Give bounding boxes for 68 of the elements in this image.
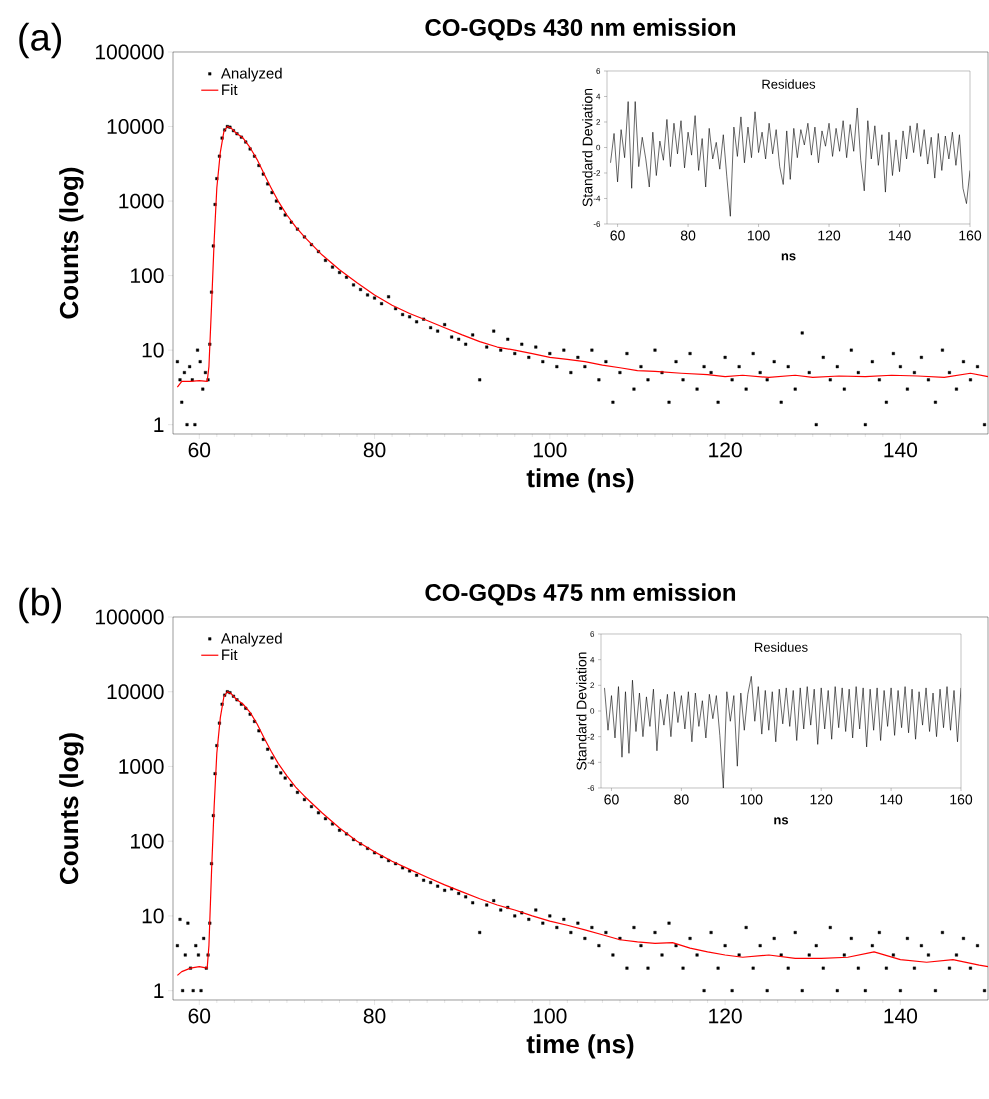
x-tick-label: 120 xyxy=(709,1008,742,1024)
x-tick-label: 120 xyxy=(810,794,833,805)
line-series xyxy=(604,676,962,788)
x-tick-label: 160 xyxy=(959,230,982,241)
y-tick-label: 6 xyxy=(590,631,595,637)
y-tick-label: 4 xyxy=(596,93,601,100)
y-tick-label: -4 xyxy=(587,759,595,766)
x-axis-title: ns xyxy=(781,253,796,261)
y-tick-label: 100 xyxy=(131,833,164,849)
x-axis-title: time (ns) xyxy=(526,468,634,493)
x-tick-label: 100 xyxy=(533,442,567,458)
y-tick-label: 0 xyxy=(596,144,601,151)
y-tick-label: 100000 xyxy=(95,44,164,60)
y-tick-label: 10000 xyxy=(107,119,164,134)
x-tick-label: 160 xyxy=(950,794,973,805)
text: Residues xyxy=(762,79,816,89)
y-tick-label: 2 xyxy=(590,682,595,689)
y-tick-label: -6 xyxy=(587,785,595,791)
y-tick-label: -4 xyxy=(593,195,601,202)
y-tick-label: 1 xyxy=(154,417,164,432)
chart-title: CO-GQDs 475 nm emission xyxy=(425,583,736,606)
x-tick-label: 100 xyxy=(533,1008,567,1024)
y-tick-label: 100000 xyxy=(95,609,164,625)
y-axis-title: Counts (log) xyxy=(59,167,84,319)
x-axis-title: time (ns) xyxy=(526,1034,634,1059)
text: (a) xyxy=(19,22,62,59)
legend-label: Fit xyxy=(222,84,238,95)
x-tick-label: 100 xyxy=(747,230,770,241)
x-tick-label: 60 xyxy=(188,1008,211,1024)
chart-title: CO-GQDs 430 nm emission xyxy=(425,18,736,41)
x-tick-label: 60 xyxy=(188,442,211,458)
y-tick-label: 6 xyxy=(596,68,601,74)
x-tick-label: 60 xyxy=(610,230,625,241)
y-tick-label: 4 xyxy=(590,656,595,663)
x-tick-label: 140 xyxy=(880,794,903,805)
x-tick-label: 140 xyxy=(888,230,911,241)
y-axis-title: Standard Deviation xyxy=(576,652,587,770)
text: Residues xyxy=(754,642,808,652)
x-tick-label: 60 xyxy=(604,794,619,805)
y-tick-label: -6 xyxy=(593,221,601,227)
line-series xyxy=(610,101,971,217)
x-axis-title: ns xyxy=(774,817,789,825)
legend-label: Analyzed xyxy=(220,67,282,82)
legend-label: Analyzed xyxy=(220,632,282,647)
y-tick-label: 1 xyxy=(154,983,164,998)
x-tick-label: 120 xyxy=(709,442,742,458)
x-tick-label: 80 xyxy=(363,442,386,458)
y-tick-label: 1000 xyxy=(119,759,164,774)
y-tick-label: 100 xyxy=(131,268,164,284)
text: (b) xyxy=(19,587,62,624)
x-tick-label: 140 xyxy=(884,1008,918,1024)
y-tick-label: 0 xyxy=(590,708,595,714)
y-tick-label: -2 xyxy=(587,733,595,740)
x-tick-label: 80 xyxy=(674,794,689,805)
y-axis-title: Counts (log) xyxy=(59,733,84,884)
x-tick-label: 80 xyxy=(680,230,696,241)
y-tick-label: -2 xyxy=(593,170,601,176)
y-tick-label: 10000 xyxy=(107,684,164,700)
x-tick-label: 100 xyxy=(740,794,763,805)
legend-label: Fit xyxy=(222,649,238,661)
x-tick-label: 140 xyxy=(884,442,918,458)
x-tick-label: 120 xyxy=(818,230,841,241)
y-tick-label: 10 xyxy=(142,342,164,358)
y-tick-label: 10 xyxy=(142,908,164,924)
y-tick-label: 2 xyxy=(596,119,601,125)
x-tick-label: 80 xyxy=(363,1008,386,1024)
y-tick-label: 1000 xyxy=(119,193,164,209)
y-axis-title: Standard Deviation xyxy=(582,88,593,207)
